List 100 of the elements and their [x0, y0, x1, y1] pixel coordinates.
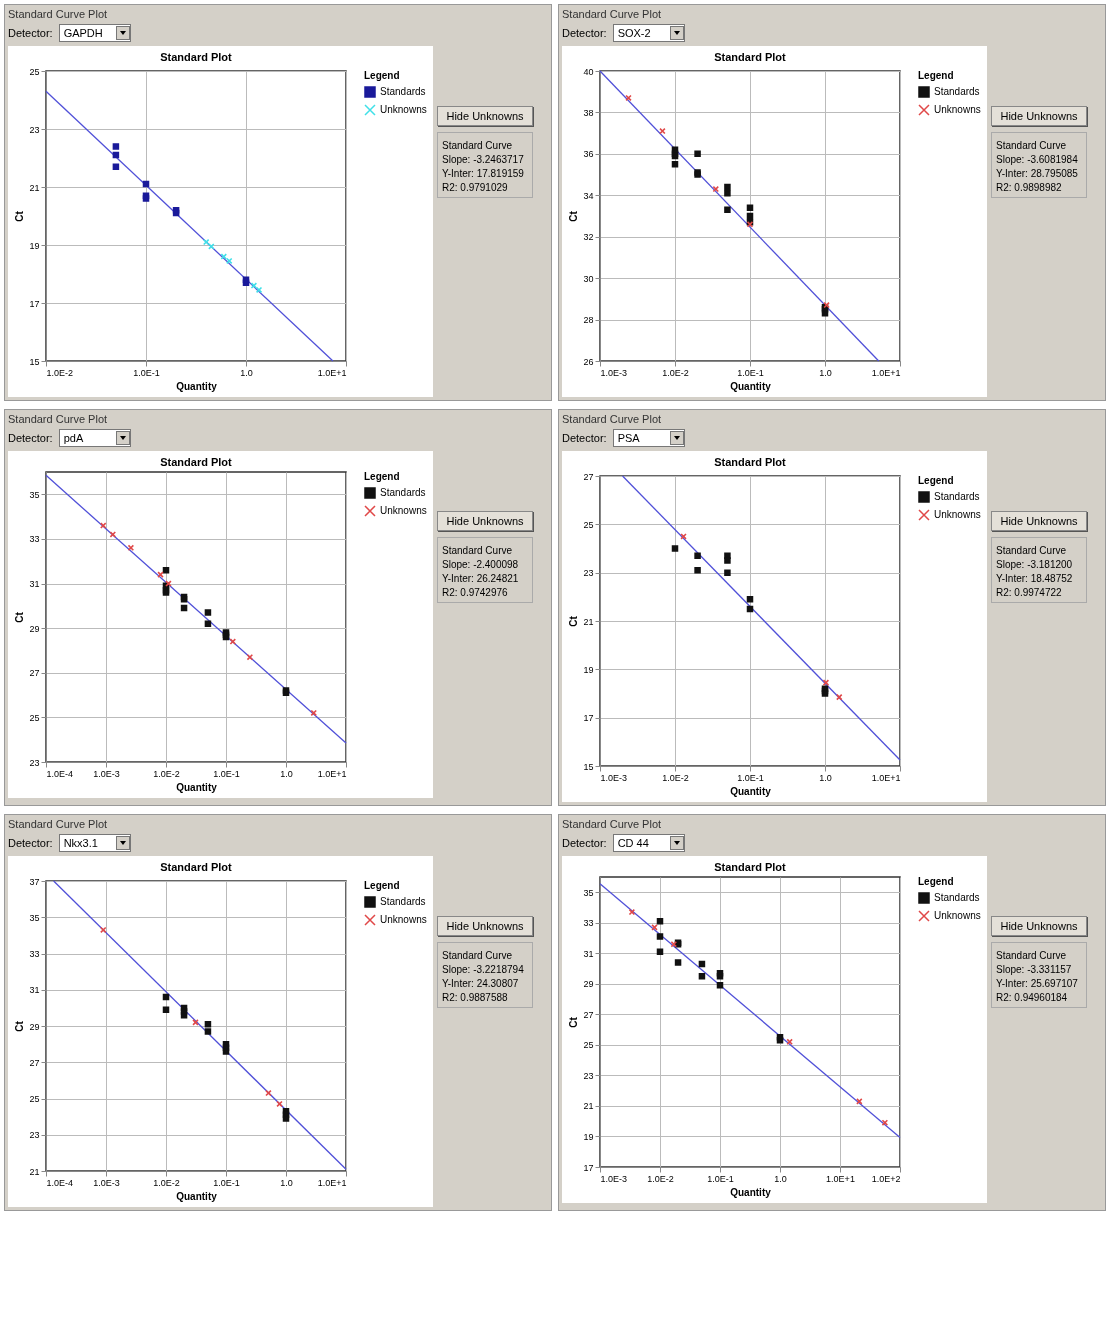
x-tick-label: 1.0 [280, 768, 293, 779]
text: R2: 0.9791029 [442, 182, 509, 193]
legend-label: Standards [380, 487, 426, 498]
y-tick-label: 35 [29, 912, 40, 923]
chart-title: Standard Plot [160, 861, 233, 873]
x-tick-label: 1.0E-1 [213, 1177, 240, 1188]
x-axis-title: Quantity [176, 781, 218, 793]
y-axis-title: Ct [568, 210, 580, 222]
y-tick-label: 33 [29, 534, 40, 545]
y-tick-label: 26 [583, 356, 594, 367]
y-tick-label: 38 [583, 107, 594, 118]
y-tick-label: 25 [29, 712, 40, 723]
x-tick-label: 1.0E+2 [871, 1173, 901, 1184]
x-tick-label: 1.0E-1 [133, 367, 160, 378]
y-axis-title: Ct [568, 1016, 580, 1028]
x-tick-label: 1.0E-1 [737, 772, 764, 783]
y-tick-label: 27 [583, 1009, 594, 1020]
x-tick-label: 1.0E-3 [93, 768, 120, 779]
chart-title: Standard Plot [714, 456, 787, 468]
text: GAPDH [62, 27, 104, 39]
text: Standard Curve [442, 140, 514, 151]
y-tick-label: 33 [583, 918, 594, 929]
chart-title: Standard Plot [714, 51, 787, 63]
y-tick-label: 40 [583, 66, 594, 77]
y-tick-label: 17 [583, 1162, 594, 1173]
y-tick-label: 21 [583, 616, 594, 627]
text: Standard Curve Plot [562, 818, 663, 830]
y-tick-label: 23 [583, 568, 594, 579]
legend-label: Standards [380, 86, 426, 97]
text: Y-Inter: 17.819159 [442, 168, 525, 179]
y-tick-label: 25 [29, 66, 40, 77]
text: Standard Curve [996, 950, 1068, 961]
y-axis-title: Ct [14, 611, 26, 623]
y-tick-label: 28 [583, 315, 594, 326]
y-tick-label: 19 [583, 1131, 594, 1142]
legend-label: Unknowns [380, 505, 427, 516]
x-tick-label: 1.0E-2 [46, 367, 74, 378]
text: CD 44 [616, 837, 650, 849]
text: Hide Unknowns [991, 916, 1087, 936]
text: Standard Curve [442, 950, 514, 961]
text: Detector: [8, 432, 53, 444]
y-tick-label: 23 [29, 757, 40, 768]
text: R2: 0.9887588 [442, 992, 509, 1003]
text: Y-Inter: 26.24821 [442, 573, 520, 584]
text: Slope: -3.2463717 [442, 154, 525, 165]
text: Hide Unknowns [437, 106, 533, 126]
y-tick-label: 27 [29, 1057, 40, 1068]
text: Detector: [562, 27, 607, 39]
x-axis-title: Quantity [176, 380, 218, 392]
y-tick-label: 33 [29, 949, 40, 959]
y-tick-label: 17 [583, 713, 594, 724]
text: Detector: [562, 837, 607, 849]
legend-title: Legend [918, 70, 954, 81]
x-tick-label: 1.0 [240, 367, 253, 378]
text: Standard Curve Plot [8, 818, 109, 830]
y-tick-label: 15 [583, 761, 594, 772]
y-tick-label: 21 [29, 1166, 40, 1177]
y-tick-label: 27 [29, 668, 40, 679]
x-tick-label: 1.0E-2 [662, 772, 689, 783]
x-axis-title: Quantity [730, 1186, 772, 1198]
x-tick-label: 1.0E+1 [826, 1173, 855, 1184]
text: Slope: -3.181200 [996, 559, 1074, 570]
y-tick-label: 25 [583, 519, 594, 530]
x-tick-label: 1.0E-3 [600, 772, 628, 783]
y-tick-label: 21 [583, 1101, 594, 1112]
text: Standard Curve [996, 545, 1068, 556]
x-tick-label: 1.0E+1 [871, 367, 901, 378]
text: Hide Unknowns [437, 511, 533, 531]
y-tick-label: 37 [29, 876, 40, 887]
y-tick-label: 31 [29, 985, 40, 996]
y-tick-label: 29 [29, 1021, 40, 1032]
x-tick-label: 1.0E+1 [317, 367, 347, 378]
x-tick-label: 1.0E-1 [737, 367, 764, 378]
text: Hide Unknowns [991, 511, 1087, 531]
x-tick-label: 1.0E-2 [153, 1177, 180, 1188]
text: Detector: [8, 27, 53, 39]
x-tick-label: 1.0E+1 [317, 1177, 347, 1188]
legend-label: Unknowns [380, 104, 427, 115]
x-tick-label: 1.0E-4 [46, 768, 74, 779]
text: R2: 0.9898982 [996, 182, 1063, 193]
x-tick-label: 1.0E-2 [662, 367, 689, 378]
y-tick-label: 15 [29, 356, 40, 367]
text: pdA [62, 432, 85, 444]
legend-label: Standards [380, 896, 426, 907]
x-tick-label: 1.0E-3 [600, 367, 628, 378]
text: Standard Curve Plot [562, 413, 663, 425]
y-tick-label: 23 [29, 1130, 40, 1141]
y-tick-label: 19 [583, 664, 594, 675]
text: Y-Inter: 24.30807 [442, 978, 520, 989]
legend-label: Unknowns [934, 910, 981, 921]
y-tick-label: 25 [583, 1040, 594, 1051]
x-tick-label: 1.0E-2 [647, 1173, 674, 1184]
chart-title: Standard Plot [714, 861, 787, 873]
legend-label: Unknowns [380, 914, 427, 925]
y-tick-label: 34 [583, 190, 594, 201]
text: Y-Inter: 25.697107 [996, 978, 1079, 989]
y-axis-title: Ct [568, 615, 580, 627]
x-tick-label: 1.0E-2 [153, 768, 180, 779]
text: Standard Curve Plot [8, 413, 109, 425]
y-tick-label: 31 [29, 579, 40, 590]
